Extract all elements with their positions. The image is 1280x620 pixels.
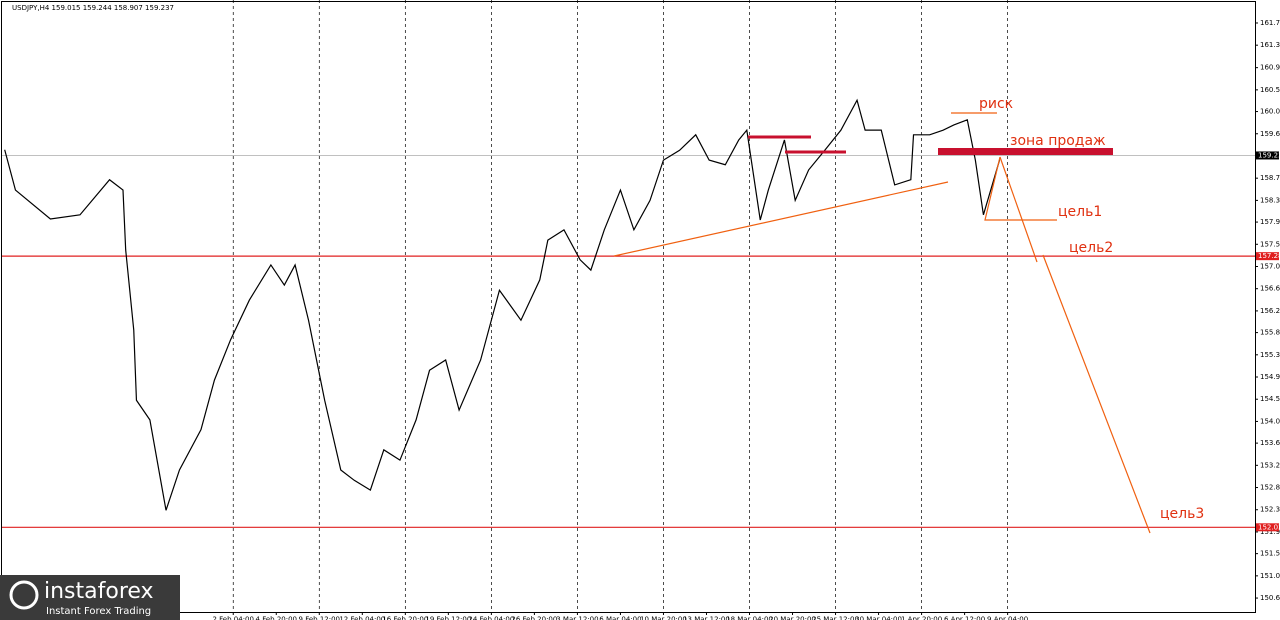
logo-icon [9,580,39,610]
x-tick-label: 6 Mar 04:00 [599,616,641,620]
x-tick-label: 13 Mar 12:00 [683,616,730,620]
y-tick-label: 160.080 [1260,108,1280,116]
plot-frame [1,1,1256,613]
trendline [613,181,949,257]
last-price-box [1256,151,1279,160]
y-tick-label: 154.940 [1260,373,1280,381]
y-tick-label: 154.510 [1260,395,1280,403]
y-tick-label: 153.660 [1260,439,1280,447]
annotation: риск [979,96,1013,112]
annotation: цель1 [1058,204,1102,220]
target-path [999,156,1038,263]
y-tick-label: 158.360 [1260,196,1280,204]
y-tick-label: 151.940 [1260,528,1280,536]
x-tick-label: 30 Mar 04:00 [855,616,902,620]
x-tick-label: 25 Mar 12:00 [812,616,859,620]
level-label: 157.28 [1258,252,1280,260]
annotation: цель2 [1069,240,1113,256]
x-tick-label: 12 Feb 04:00 [339,616,385,620]
sell-zone [938,148,1113,155]
y-tick-label: 157.510 [1260,240,1280,248]
x-tick-label: 6 Apr 12:00 [944,616,985,620]
y-tick-label: 157.080 [1260,262,1280,270]
y-tick-label: 158.790 [1260,174,1280,182]
target-path [1042,254,1151,534]
x-tick-label: 10 Mar 20:00 [640,616,687,620]
annotation: цель3 [1160,506,1204,522]
x-tick-label: 26 Feb 20:00 [511,616,557,620]
y-tick-label: 160.500 [1260,86,1280,94]
drawings [613,112,1151,534]
y-tick-label: 160.930 [1260,64,1280,72]
y-tick-label: 155.370 [1260,351,1280,359]
x-tick-label: 20 Mar 20:00 [769,616,816,620]
y-tick-label: 155.800 [1260,329,1280,337]
y-tick-label: 153.230 [1260,461,1280,469]
y-tick-label: 151.090 [1260,572,1280,580]
price-line [4,98,1001,511]
y-tick-label: 161.795 [1260,19,1280,27]
level-box [1256,252,1279,261]
logo-tagline: Instant Forex Trading [46,606,151,617]
y-tick-label: 161.365 [1260,41,1280,49]
y-tick-label: 152.800 [1260,484,1280,492]
y-tick-label: 154.080 [1260,417,1280,425]
x-tick-label: 3 Mar 12:00 [556,616,598,620]
annotation: зона продаж [1010,133,1106,149]
x-tick-label: 4 Feb 20:00 [256,616,297,620]
x-tick-label: 24 Feb 04:00 [468,616,514,620]
x-tick-label: 18 Mar 04:00 [726,616,773,620]
x-tick-label: 16 Feb 20:00 [382,616,428,620]
x-tick-label: 9 Apr 04:00 [987,616,1028,620]
x-tick-label: 1 Apr 20:00 [901,616,942,620]
logo-brand: instaforex [44,579,154,604]
y-tick-label: 159.650 [1260,130,1280,138]
y-tick-label: 156.220 [1260,307,1280,315]
header: USDJPY,H4 159.015 159.244 158.907 159.23… [12,4,174,12]
x-tick-label: 19 Feb 12:00 [425,616,471,620]
level-label: 152.03 [1258,523,1280,531]
x-tick-label: 9 Feb 12:00 [299,616,340,620]
y-tick-label: 157.940 [1260,218,1280,226]
level-box [1256,523,1279,532]
x-tick-label: 2 Feb 04:00 [212,616,253,620]
last-price-label: 159.23 [1258,151,1280,159]
y-tick-label: 150.660 [1260,594,1280,602]
logo: instaforex Instant Forex Trading [0,575,180,620]
target-path [984,156,1057,221]
y-tick-label: 156.650 [1260,285,1280,293]
y-tick-label: 152.370 [1260,506,1280,514]
y-tick-label: 151.520 [1260,550,1280,558]
